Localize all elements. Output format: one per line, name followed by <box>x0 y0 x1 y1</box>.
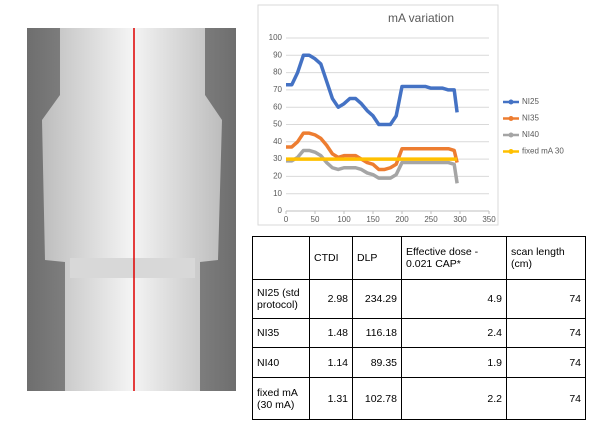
table-cell: 74 <box>506 347 586 378</box>
x-tick-label: 50 <box>311 215 320 224</box>
table-cell: 234.29 <box>352 279 402 319</box>
y-tick-label: 70 <box>273 85 282 94</box>
table-cell: 74 <box>506 318 586 348</box>
chart-frame <box>257 4 499 226</box>
y-tick-label: 50 <box>273 120 282 129</box>
x-tick-label: 350 <box>482 215 496 224</box>
table-cell: CTDI <box>309 236 353 280</box>
table-cell: 1.31 <box>309 377 353 420</box>
table-cell: scan length (cm) <box>506 236 586 280</box>
table-cell: 4.9 <box>401 279 507 319</box>
legend-label: NI25 <box>522 97 539 106</box>
legend-marker <box>508 132 514 138</box>
chart-title: mA variation <box>388 11 454 25</box>
table-cell: DLP <box>352 236 402 280</box>
legend-label: fixed mA 30 <box>522 147 564 156</box>
legend-marker <box>508 99 514 105</box>
x-tick-label: 100 <box>337 215 351 224</box>
table-cell: NI25 (std protocol) <box>252 279 310 319</box>
table-cell: 89.35 <box>352 347 402 378</box>
x-tick-label: 200 <box>395 215 409 224</box>
data-table: CTDI DLP Effective dose - 0.021 CAP* scan l… <box>252 236 586 420</box>
legend-marker <box>508 116 514 121</box>
series-line <box>286 131 459 172</box>
table-cell: NI40 <box>252 347 310 378</box>
x-tick-label: 150 <box>366 215 380 224</box>
y-tick-label: 30 <box>273 154 282 163</box>
y-tick-label: 20 <box>273 172 282 181</box>
table-cell <box>252 236 310 280</box>
legend-marker <box>508 149 514 154</box>
legend-label: NI35 <box>522 114 539 123</box>
series-line <box>286 148 459 184</box>
table-cell: fixed mA (30 mA) <box>252 377 310 420</box>
table-cell: NI35 <box>252 318 310 348</box>
table-cell: Effective dose - 0.021 CAP* <box>401 236 507 280</box>
table-cell: 74 <box>506 377 586 420</box>
table-cell: 102.78 <box>352 377 402 420</box>
table-cell: 2.98 <box>309 279 353 319</box>
y-tick-label: 100 <box>269 33 283 42</box>
y-tick-label: 90 <box>273 50 282 59</box>
y-tick-label: 80 <box>273 68 282 77</box>
legend-label: NI40 <box>522 130 539 139</box>
table-cell: 1.14 <box>309 347 353 378</box>
table-cell: 2.2 <box>401 377 507 420</box>
y-tick-label: 40 <box>273 137 282 146</box>
x-tick-label: 300 <box>453 215 467 224</box>
y-tick-label: 60 <box>273 102 282 111</box>
table-cell: 74 <box>506 279 586 319</box>
series-line <box>286 53 459 127</box>
y-tick-label: 0 <box>278 206 283 215</box>
x-tick-label: 250 <box>424 215 438 224</box>
table-cell: 1.9 <box>401 347 507 378</box>
x-tick-label: 0 <box>284 215 289 224</box>
table-cell: 2.4 <box>401 318 507 348</box>
scout-image <box>27 28 236 391</box>
table-cell: 116.18 <box>352 318 402 348</box>
table-cell: 1.48 <box>309 318 353 348</box>
y-tick-label: 10 <box>273 189 282 198</box>
